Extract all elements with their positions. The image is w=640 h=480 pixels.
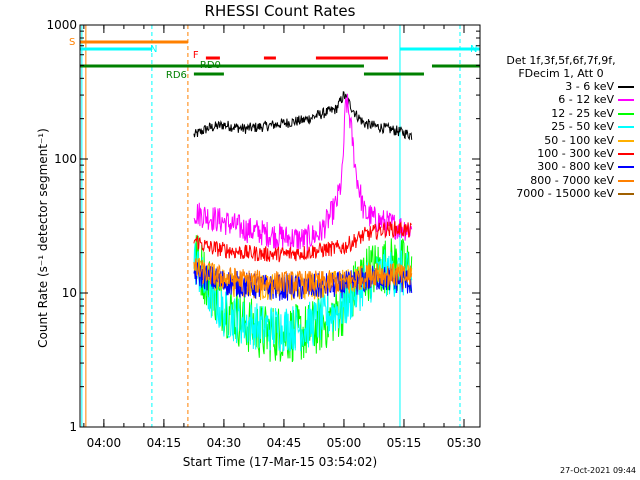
state-bar-label: N [470,44,477,55]
x-tick-label: 05:00 [327,436,362,450]
legend-entry-label: 12 - 25 keV [551,106,614,120]
vertical-markers [81,25,461,427]
legend-swatch [618,86,634,88]
state-bar-label: RD6 [166,70,187,81]
state-bar-label: S [69,37,75,48]
legend-entry-label: 800 - 7000 keV [530,173,614,187]
legend-swatch [618,112,634,115]
legend-swatch [618,126,634,129]
legend-swatch [618,99,634,102]
legend-entry-label: 6 - 12 keV [558,93,614,107]
legend-title-line-1: Det 1f,3f,5f,6f,7f,9f, [506,54,616,67]
x-tick-label: 05:30 [447,436,482,450]
series-line [193,258,413,295]
legend-entry-label: 300 - 800 keV [537,160,614,174]
series-lines [193,91,413,363]
y-tick-label: 1 [69,420,77,434]
x-tick-label: 05:15 [387,436,422,450]
y-tick-label: 1000 [46,18,77,32]
legend-entry-label: 100 - 300 keV [537,147,614,161]
timestamp: 27-Oct-2021 09:44 [560,466,636,475]
axes-ticks: 04:00 04:15 04:30 04:45 05:00 05:15 05:30 1 10 10… [46,18,481,450]
legend-entry: 50 - 100 keV [516,134,634,147]
legend-entry: 25 - 50 keV [516,120,634,133]
state-bar-label: RD0 [200,60,221,71]
legend-swatch [618,179,634,182]
legend-swatch [618,166,634,169]
legend-swatch [618,193,634,196]
legend-entry: 100 - 300 keV [516,147,634,160]
series-line [193,91,413,141]
legend-entry: 800 - 7000 keV [516,174,634,187]
legend-entry: 7000 - 15000 keV [516,187,634,200]
legend: 3 - 6 keV 6 - 12 keV 12 - 25 keV 25 - 50 ke… [516,80,634,201]
series-line [193,93,413,252]
legend-title-line-2: FDecim 1, Att 0 [518,67,604,80]
legend-entry-label: 7000 - 15000 keV [516,187,614,201]
state-bar-label: F [193,50,199,61]
legend-entry: 6 - 12 keV [516,93,634,106]
y-tick-label: 10 [62,286,77,300]
state-bar-label: N [150,44,157,55]
x-tick-label: 04:15 [147,436,182,450]
legend-swatch [618,139,634,142]
legend-entry: 300 - 800 keV [516,160,634,173]
legend-entry: 3 - 6 keV [516,80,634,93]
chart-title: RHESSI Count Rates [204,2,356,20]
series-line [193,221,412,263]
legend-entry-label: 25 - 50 keV [551,120,614,134]
plot-frame [79,24,481,428]
y-axis-label: Count Rate (s⁻¹ detector segment⁻¹) [36,128,50,348]
x-tick-label: 04:30 [207,436,242,450]
legend-entry-label: 50 - 100 keV [544,133,614,147]
x-tick-label: 04:45 [267,436,302,450]
x-axis-label: Start Time (17-Mar-15 03:54:02) [182,455,378,469]
legend-entry-label: 3 - 6 keV [565,80,614,93]
legend-title: Det 1f,3f,5f,6f,7f,9f, FDecim 1, Att 0 [488,54,634,80]
legend-entry: 12 - 25 keV [516,107,634,120]
y-tick-label: 100 [54,152,77,166]
x-tick-label: 04:00 [87,436,122,450]
legend-swatch [618,153,634,156]
